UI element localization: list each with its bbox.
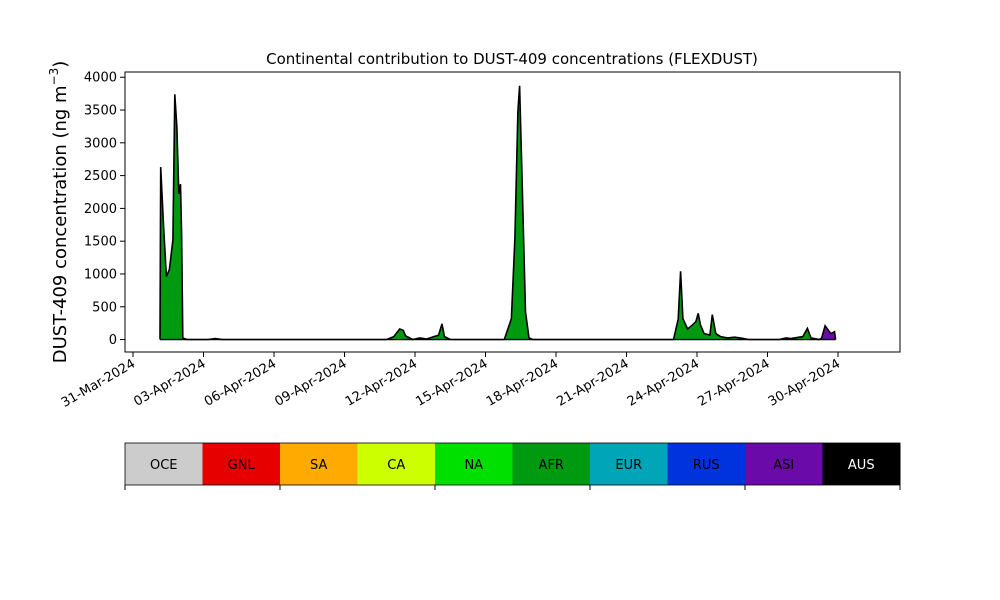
legend-swatch-oce	[125, 443, 203, 485]
legend-frame	[124, 442, 901, 486]
series-layer	[159, 85, 837, 341]
legend-swatch-gnl	[202, 443, 281, 485]
y-tick-label: 3000	[84, 136, 117, 151]
legend-label-ca: CA	[387, 458, 405, 473]
x-tick-label: 09-Apr-2024	[272, 356, 349, 409]
legend-label-na: NA	[464, 458, 483, 473]
x-tick-label: 18-Apr-2024	[484, 356, 561, 409]
x-tick-label: 15-Apr-2024	[413, 356, 490, 409]
y-tick-label: 2500	[84, 169, 117, 184]
legend-swatch-rus	[667, 443, 746, 485]
y-tick-label: 1500	[84, 235, 117, 250]
x-axis: 31-Mar-202403-Apr-202406-Apr-202409-Apr-…	[59, 352, 843, 411]
legend-label-sa: SA	[310, 458, 327, 473]
x-tick-label: 27-Apr-2024	[695, 356, 772, 409]
legend-label-aus: AUS	[848, 458, 875, 473]
legend-label-gnl: GNL	[228, 458, 256, 473]
legend-swatch-afr	[512, 443, 591, 485]
legend-label-rus: RUS	[693, 458, 720, 473]
y-axis: 0 500 1000 1500 2000 2500 3000 3500 4000	[84, 71, 125, 348]
plot-frame	[124, 71, 901, 353]
legend-label-oce: OCE	[150, 458, 178, 473]
legend-swatch-eur	[590, 443, 668, 485]
y-tick-label: 500	[92, 300, 117, 315]
series-area-afr	[160, 90, 836, 340]
x-tick-label: 30-Apr-2024	[766, 356, 843, 409]
series-line-aus	[159, 85, 837, 341]
y-tick-label: 2000	[84, 202, 117, 217]
x-tick-label: 21-Apr-2024	[554, 356, 631, 409]
x-tick-label: 06-Apr-2024	[202, 356, 279, 409]
legend-swatch-ca	[357, 443, 436, 485]
x-tick-label: 03-Apr-2024	[131, 356, 208, 409]
x-tick-label: 12-Apr-2024	[343, 356, 420, 409]
legend-swatch-aus	[822, 443, 901, 485]
y-tick-label: 4000	[84, 71, 117, 86]
legend-label-eur: EUR	[615, 458, 642, 473]
chart-title: Continental contribution to DUST-409 con…	[266, 50, 758, 68]
legend-label-asi: ASI	[773, 458, 794, 473]
x-tick-label: 24-Apr-2024	[625, 356, 702, 409]
legend-swatch-asi	[745, 443, 823, 485]
legend-swatch-na	[435, 443, 513, 485]
y-tick-label: 3500	[84, 104, 117, 119]
legend-colorbar: OCE GNL SA CA NA AFR EUR RUS ASI AUS	[124, 442, 901, 490]
x-tick-label: 31-Mar-2024	[59, 356, 138, 410]
y-tick-label: 1000	[84, 267, 117, 282]
legend-label-afr: AFR	[539, 458, 564, 473]
legend-swatch-sa	[280, 443, 358, 485]
y-tick-label: 0	[109, 333, 117, 348]
y-axis-label: DUST-409 concentration (ng m−3)	[47, 61, 71, 364]
